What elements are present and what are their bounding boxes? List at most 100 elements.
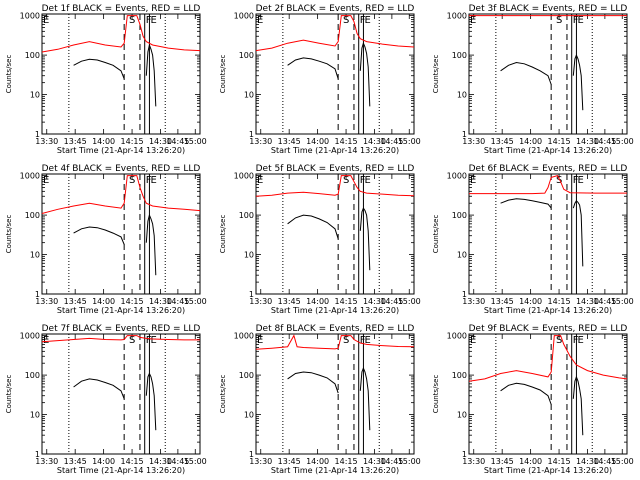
y-axis-label: Counts/sec <box>219 55 227 94</box>
event-line-label: E <box>364 335 370 346</box>
event-line-label: E <box>257 335 263 346</box>
x-axis-label: Start Time (21-Apr-14 13:26:20) <box>271 146 399 155</box>
x-tick-label: 13:45 <box>491 137 514 146</box>
x-tick-label: 14:00 <box>92 297 115 306</box>
x-tick-label: 13:30 <box>462 137 485 146</box>
x-tick-label: 14:30 <box>576 297 599 306</box>
lld-series-line <box>468 335 628 382</box>
x-tick-label: 13:45 <box>64 137 87 146</box>
plot-frame <box>468 173 628 295</box>
event-line-label: E <box>43 15 49 26</box>
plot-frame <box>468 333 628 455</box>
y-tick-label: 1 <box>462 290 467 299</box>
event-line-label: E <box>150 15 156 26</box>
event-line-label: F <box>573 335 579 346</box>
x-axis-label: Start Time (21-Apr-14 13:26:20) <box>57 306 185 315</box>
x-tick-label: 13:30 <box>462 457 485 466</box>
x-tick-label: 14:30 <box>363 137 386 146</box>
x-tick-label: 13:30 <box>35 137 58 146</box>
chart-title: Det 5f BLACK = Events, RED = LLD <box>256 164 415 174</box>
x-tick-label: 14:30 <box>149 297 172 306</box>
event-marker-label: S <box>343 15 349 26</box>
chart-title: Det 6f BLACK = Events, RED = LLD <box>469 164 628 174</box>
plot-frame <box>41 333 201 455</box>
plot-frame <box>255 333 415 455</box>
x-tick-label: 14:00 <box>92 457 115 466</box>
lld-series-line <box>255 175 415 197</box>
lld-series-line <box>41 175 201 214</box>
x-tick-label: 13:30 <box>462 297 485 306</box>
chart-panel-4: Det 4f BLACK = Events, RED = LLD 1 10 100 10… <box>5 164 207 315</box>
y-tick-label: 1000 <box>234 12 254 21</box>
event-line-label: E <box>577 335 583 346</box>
event-line-label: E <box>43 175 49 186</box>
x-axis-label: Start Time (21-Apr-14 13:26:20) <box>484 466 612 475</box>
plot-frame <box>255 13 415 135</box>
y-tick-label: 1 <box>35 290 40 299</box>
x-tick-label: 14:30 <box>363 457 386 466</box>
x-tick-label: 15:00 <box>611 137 634 146</box>
x-tick-label: 13:30 <box>249 457 272 466</box>
x-tick-label: 13:45 <box>491 457 514 466</box>
y-tick-label: 1000 <box>20 12 40 21</box>
lld-series-line <box>469 175 627 195</box>
x-tick-label: 14:15 <box>335 297 358 306</box>
y-tick-label: 100 <box>25 51 40 60</box>
x-axis-label: Start Time (21-Apr-14 13:26:20) <box>57 146 185 155</box>
x-tick-label: 14:45 <box>380 137 403 146</box>
chart-title: Det 8f BLACK = Events, RED = LLD <box>256 324 415 334</box>
x-tick-label: 14:15 <box>335 137 358 146</box>
x-tick-label: 14:30 <box>576 137 599 146</box>
event-marker-label: S <box>556 335 562 346</box>
x-axis-label: Start Time (21-Apr-14 13:26:20) <box>271 466 399 475</box>
x-tick-label: 14:00 <box>306 457 329 466</box>
x-tick-label: 13:45 <box>278 137 301 146</box>
y-tick-label: 10 <box>244 251 254 260</box>
chart-panel-8: Det 8f BLACK = Events, RED = LLD 1 10 100 10… <box>219 324 421 475</box>
events-series-line <box>572 375 584 436</box>
events-series-line <box>287 371 339 394</box>
event-line-label: E <box>470 175 476 186</box>
events-series-line <box>145 43 157 107</box>
x-tick-label: 14:30 <box>149 137 172 146</box>
y-tick-label: 1000 <box>234 172 254 181</box>
x-tick-label: 14:45 <box>166 297 189 306</box>
event-line-label: F <box>573 175 579 186</box>
event-line-label: E <box>364 15 370 26</box>
event-line-label: E <box>150 175 156 186</box>
x-tick-label: 15:00 <box>611 457 634 466</box>
x-tick-label: 14:15 <box>121 297 144 306</box>
x-tick-label: 15:00 <box>398 457 421 466</box>
event-line-label: F <box>360 175 366 186</box>
events-series-line <box>572 53 584 111</box>
event-line-label: E <box>43 335 49 346</box>
x-tick-label: 14:45 <box>593 297 616 306</box>
chart-panel-3: Det 3f BLACK = Events, RED = LLD 1 10 100 10… <box>432 4 634 155</box>
x-tick-label: 15:00 <box>398 297 421 306</box>
x-tick-label: 14:45 <box>593 457 616 466</box>
chart-panel-2: Det 2f BLACK = Events, RED = LLD 1 10 100 10… <box>219 4 421 155</box>
event-line-label: F <box>146 335 152 346</box>
x-tick-label: 14:30 <box>149 457 172 466</box>
y-axis-label: Counts/sec <box>5 215 13 254</box>
x-tick-label: 14:00 <box>519 297 542 306</box>
chart-title: Det 3f BLACK = Events, RED = LLD <box>469 4 628 14</box>
y-axis-label: Counts/sec <box>432 215 440 254</box>
x-tick-label: 13:45 <box>278 297 301 306</box>
y-tick-label: 10 <box>457 251 467 260</box>
y-tick-label: 1000 <box>447 172 467 181</box>
y-tick-label: 100 <box>239 51 254 60</box>
x-axis-label: Start Time (21-Apr-14 13:26:20) <box>484 146 612 155</box>
events-series-line <box>500 61 552 85</box>
y-tick-label: 100 <box>25 371 40 380</box>
plot-frame <box>255 173 415 295</box>
chart-title: Det 1f BLACK = Events, RED = LLD <box>42 4 201 14</box>
events-series-line <box>359 41 371 107</box>
y-tick-label: 1 <box>249 290 254 299</box>
y-tick-label: 100 <box>452 51 467 60</box>
event-marker-label: S <box>129 175 135 186</box>
x-tick-label: 14:15 <box>548 137 571 146</box>
events-series-line <box>500 198 552 209</box>
chart-panel-9: Det 9f BLACK = Events, RED = LLD 1 10 100 10… <box>432 324 634 475</box>
x-axis-label: Start Time (21-Apr-14 13:26:20) <box>484 306 612 315</box>
